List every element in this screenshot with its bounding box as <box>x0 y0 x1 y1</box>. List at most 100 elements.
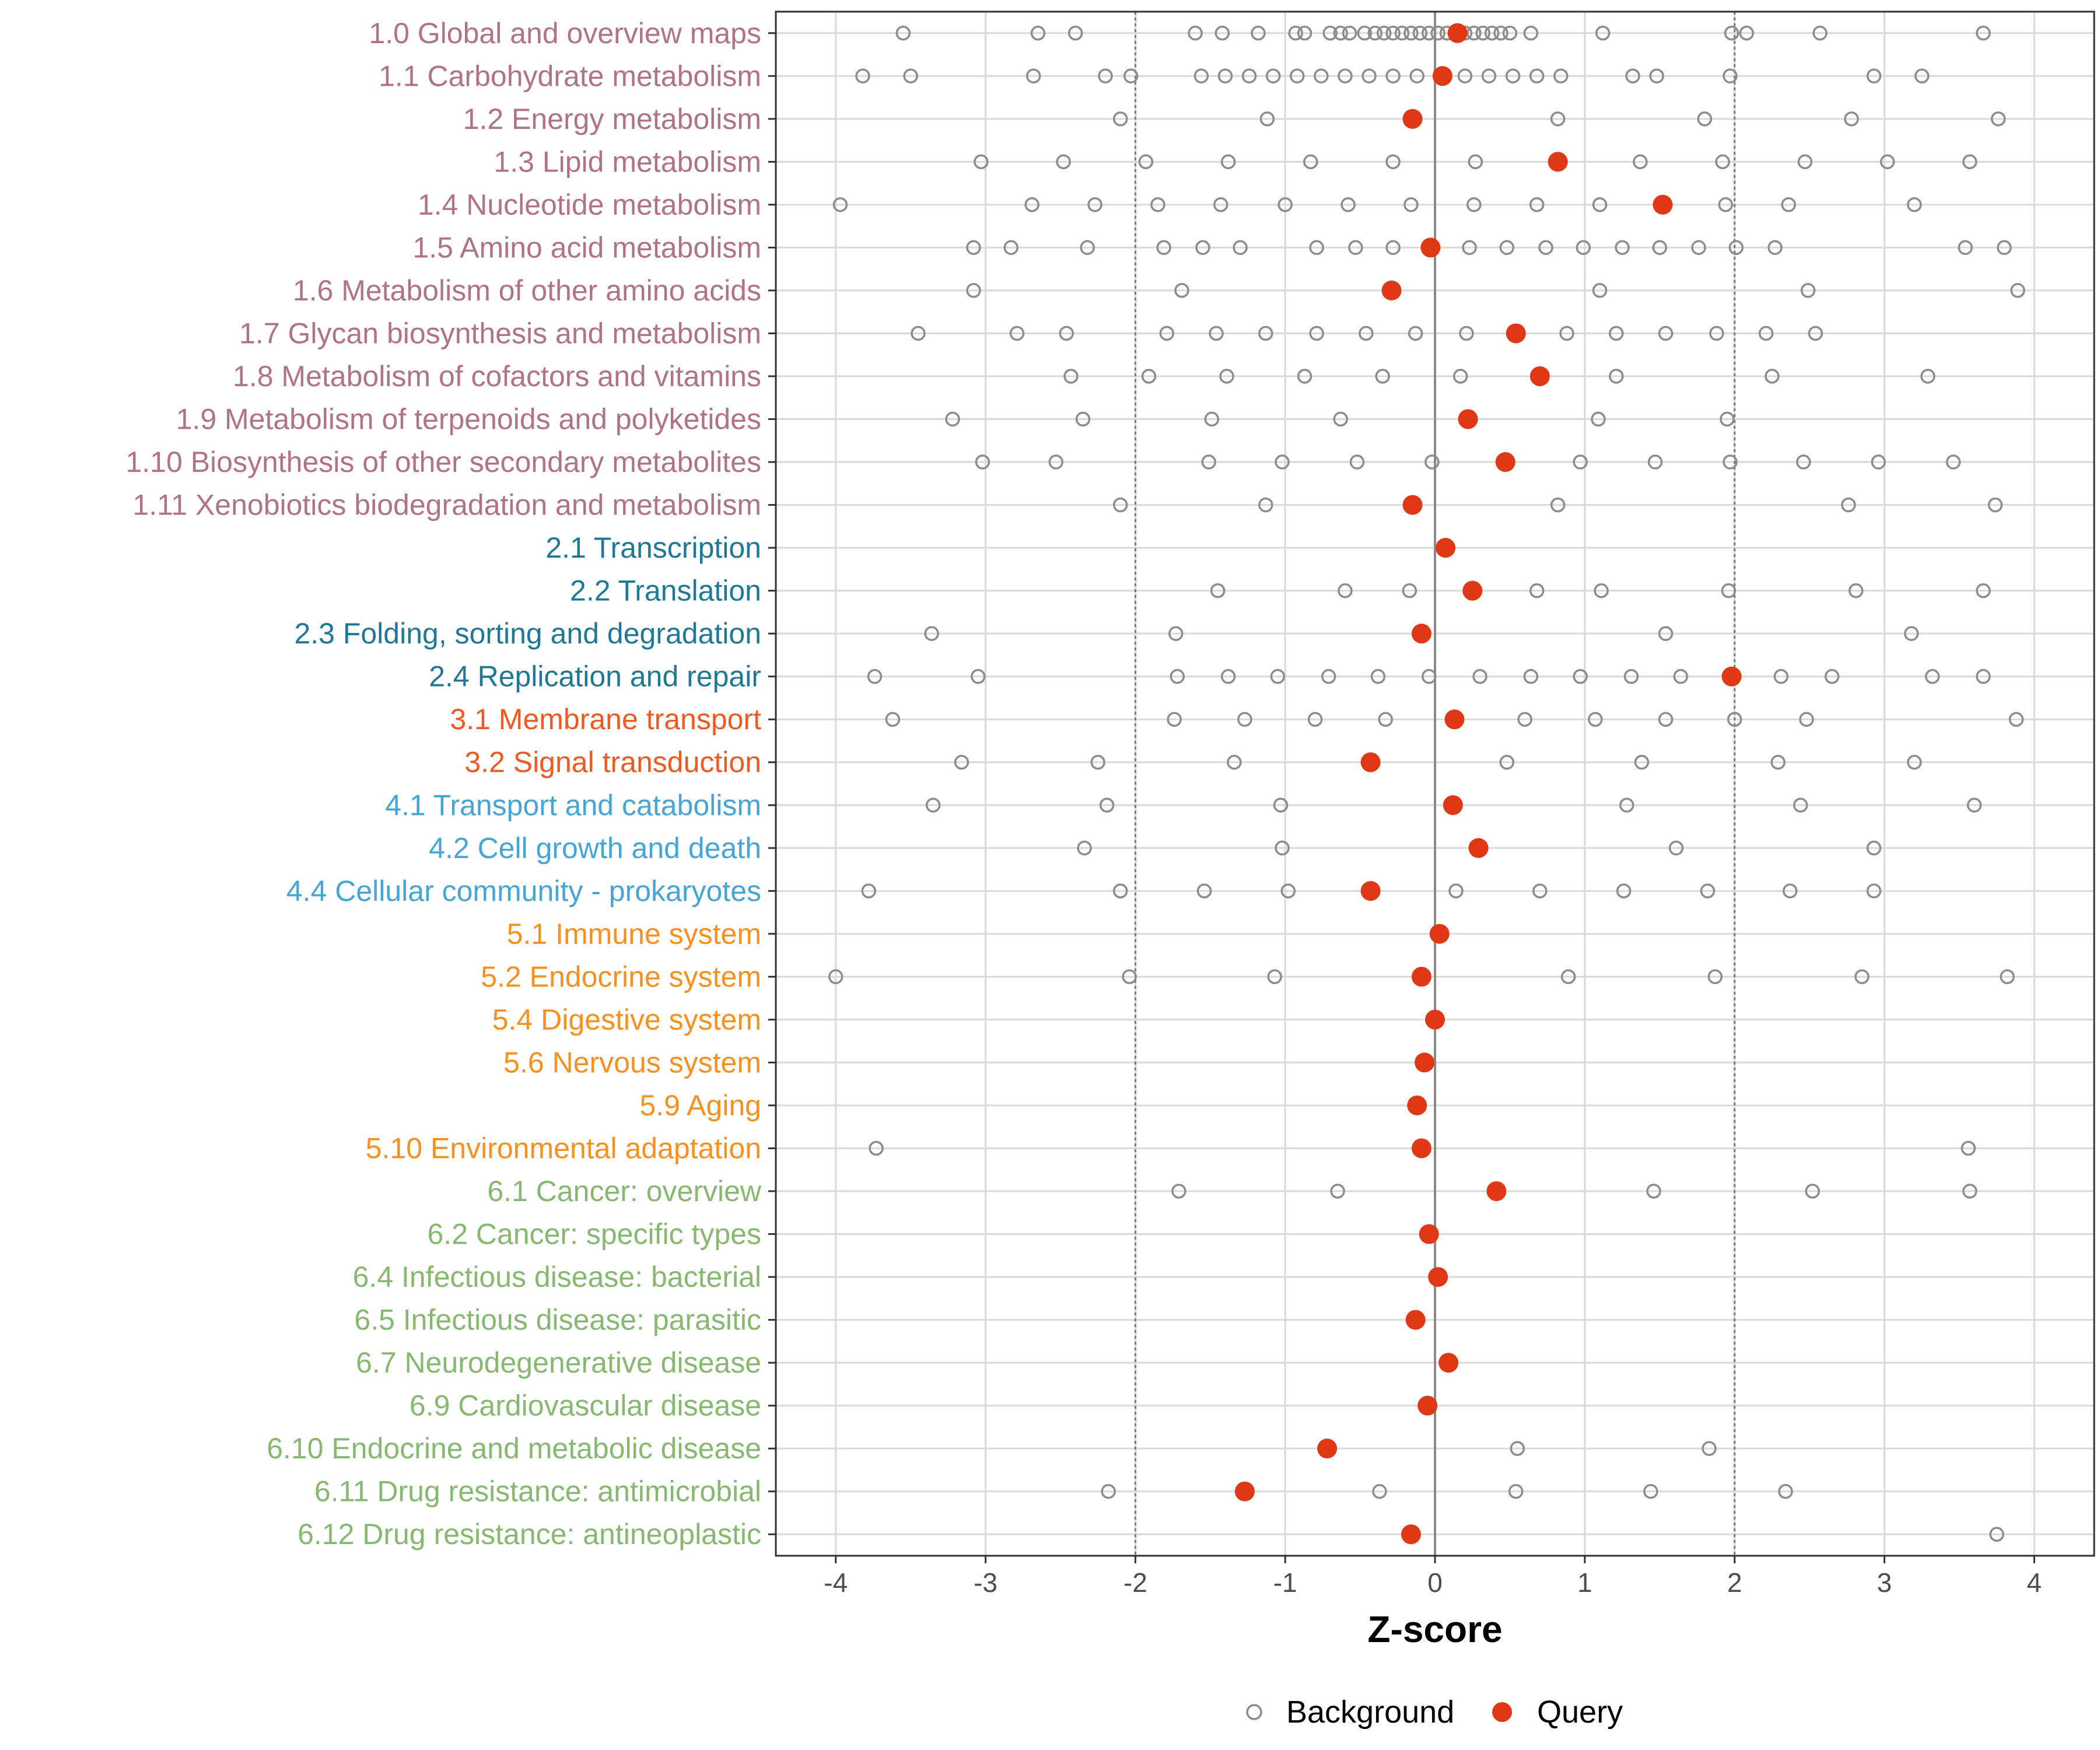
background-point <box>1112 111 1128 127</box>
query-point <box>1415 1052 1435 1073</box>
query-point <box>1411 624 1432 644</box>
query-point <box>1506 323 1526 344</box>
background-point <box>1297 369 1312 384</box>
background-point <box>1168 626 1184 641</box>
background-point <box>1778 1483 1793 1499</box>
background-point <box>828 969 844 985</box>
background-point <box>1723 454 1738 470</box>
background-point <box>1059 326 1074 341</box>
legend-query-marker <box>1492 1702 1512 1722</box>
background-point <box>1989 1527 2004 1542</box>
background-point <box>1517 712 1532 727</box>
background-point <box>1068 26 1083 41</box>
background-point <box>1532 883 1548 899</box>
query-point <box>1548 152 1568 172</box>
legend-query-label: Query <box>1537 1695 1623 1730</box>
background-point <box>974 154 989 170</box>
background-point <box>1808 326 1824 341</box>
background-point <box>1553 68 1569 84</box>
background-point <box>1258 497 1273 513</box>
x-tick-label: -2 <box>1124 1567 1147 1598</box>
background-point <box>1098 68 1113 84</box>
background-point <box>1841 497 1856 513</box>
background-point <box>1462 240 1477 256</box>
background-point <box>1523 668 1539 684</box>
background-point <box>1421 668 1437 684</box>
x-tick-label: 3 <box>1877 1567 1892 1598</box>
legend-background-label: Background <box>1286 1695 1454 1730</box>
background-point <box>1765 369 1780 384</box>
background-point <box>1907 197 1922 212</box>
category-labels: 1.0 Global and overview maps 1.1 Carbohyd… <box>125 17 776 1550</box>
background-point <box>1799 712 1814 727</box>
background-point <box>1615 240 1630 256</box>
background-point <box>855 68 870 84</box>
query-point <box>1420 237 1441 258</box>
x-tick-label: 2 <box>1727 1567 1742 1598</box>
background-point <box>1758 326 1774 341</box>
category-label: 1.6 Metabolism of other amino acids <box>293 274 761 307</box>
background-point <box>1188 26 1203 41</box>
category-label: 6.4 Infectious disease: bacterial <box>353 1261 761 1293</box>
background-point <box>1559 326 1574 341</box>
background-point <box>1623 668 1639 684</box>
query-point <box>1428 1267 1448 1287</box>
background-point <box>1633 154 1648 170</box>
query-point <box>1360 881 1381 901</box>
category-label: 6.11 Drug resistance: antimicrobial <box>314 1475 761 1508</box>
category-label: 4.1 Transport and catabolism <box>385 789 761 821</box>
background-point <box>1715 154 1730 170</box>
background-point <box>966 283 981 298</box>
background-point <box>1217 68 1233 84</box>
background-point <box>1362 68 1377 84</box>
background-point <box>1619 797 1634 813</box>
background-point <box>1459 326 1474 341</box>
background-point <box>1196 883 1212 899</box>
x-tick-label: -4 <box>824 1567 848 1598</box>
background-point <box>1538 240 1553 256</box>
background-point <box>1770 754 1786 770</box>
query-point <box>1234 1481 1255 1502</box>
background-point <box>1595 26 1611 41</box>
background-point <box>1990 111 2006 127</box>
background-point <box>1278 197 1293 212</box>
background-point <box>1003 240 1019 256</box>
background-point <box>1871 454 1886 470</box>
background-point <box>1424 454 1440 470</box>
background-point <box>1812 26 1828 41</box>
background-point <box>1466 197 1482 212</box>
background-point <box>1321 668 1336 684</box>
legend-background-marker <box>1246 1704 1262 1720</box>
background-point <box>1370 668 1386 684</box>
category-label: 6.2 Cancer: specific types <box>428 1218 762 1251</box>
background-point <box>1201 454 1216 470</box>
background-point <box>1309 326 1324 341</box>
query-point <box>1432 66 1452 86</box>
background-point <box>1280 883 1296 899</box>
background-point <box>1484 26 1500 41</box>
background-point <box>1288 26 1303 41</box>
category-label: 1.8 Metabolism of cofactors and vitamins <box>233 360 761 393</box>
background-point <box>1468 154 1483 170</box>
background-point <box>1720 411 1735 427</box>
background-point <box>1773 668 1788 684</box>
category-label: 5.2 Endocrine system <box>481 960 761 993</box>
background-point <box>1209 326 1224 341</box>
background-point <box>1385 26 1401 41</box>
category-label: 6.12 Drug resistance: antineoplastic <box>298 1518 761 1550</box>
category-label: 6.10 Endocrine and metabolic disease <box>267 1432 761 1465</box>
background-point <box>1499 240 1515 256</box>
query-point <box>1486 1181 1507 1202</box>
background-point <box>1194 68 1209 84</box>
background-point <box>1652 240 1667 256</box>
background-point <box>1195 240 1210 256</box>
background-point <box>1237 712 1252 727</box>
background-point <box>1448 883 1464 899</box>
background-point <box>1357 26 1373 41</box>
background-point <box>1101 1483 1116 1499</box>
category-label: 1.3 Lipid metabolism <box>494 145 761 178</box>
background-point <box>1914 68 1930 84</box>
background-point <box>1588 712 1603 727</box>
background-point <box>1219 369 1234 384</box>
query-point <box>1462 580 1483 601</box>
